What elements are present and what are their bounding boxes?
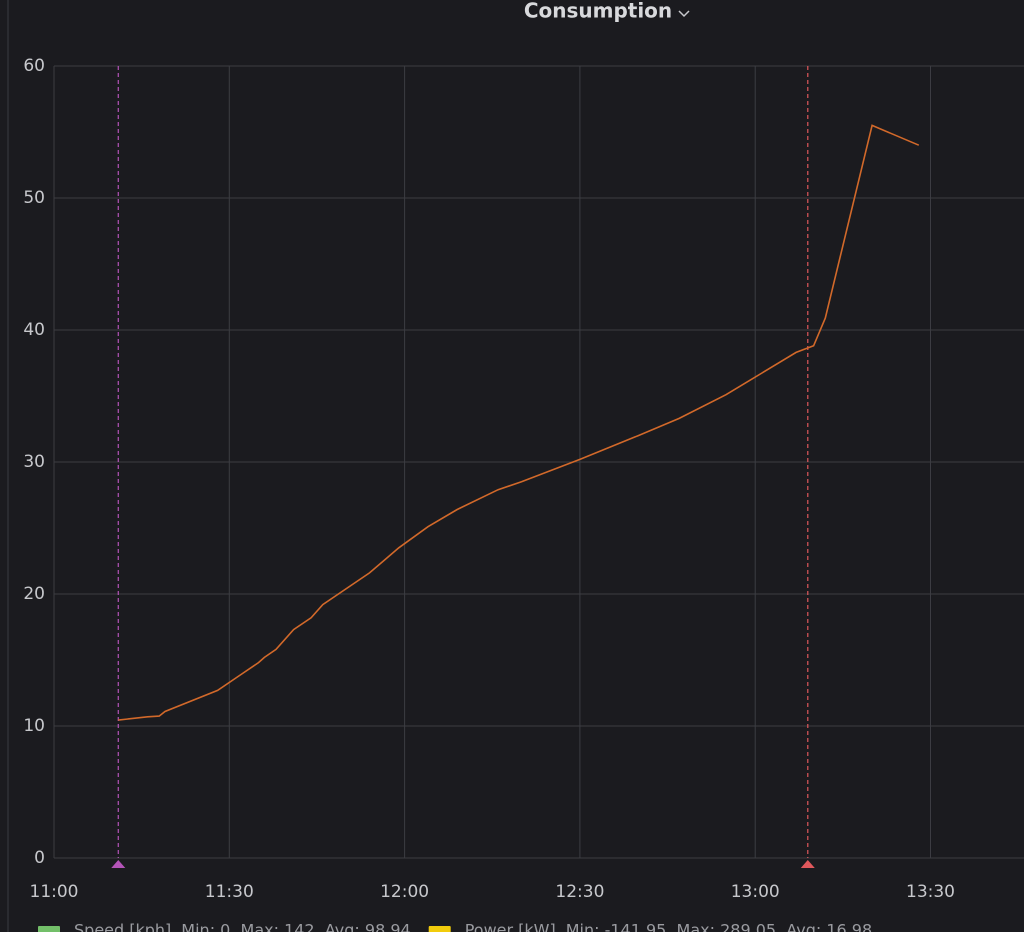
title-chevron[interactable] xyxy=(678,10,690,18)
legend-name: Speed [kph] xyxy=(74,921,171,932)
x-tick-label: 12:30 xyxy=(555,882,604,902)
x-tick-label: 11:30 xyxy=(205,882,254,902)
annotation-marker xyxy=(111,860,126,868)
x-tick-label: 13:00 xyxy=(731,882,780,902)
legend-swatch xyxy=(38,926,60,932)
y-tick-label: 50 xyxy=(23,188,45,208)
legend-swatch xyxy=(428,926,451,932)
x-tick-label: 11:00 xyxy=(30,882,79,902)
annotation-marker xyxy=(800,860,815,868)
y-tick-label: 60 xyxy=(23,56,45,76)
y-tick-label: 20 xyxy=(23,584,45,604)
series-line xyxy=(118,124,920,721)
y-tick-label: 0 xyxy=(34,848,45,868)
y-tick-label: 30 xyxy=(23,452,45,472)
legend-name: Power [kW] xyxy=(465,921,556,932)
y-tick-label: 40 xyxy=(23,320,45,340)
x-tick-label: 12:00 xyxy=(380,882,429,902)
x-tick-label: 13:30 xyxy=(906,882,955,902)
legend-stats: Min: -141.95 Max: 289.05 Avg: 16.98 xyxy=(566,921,872,932)
legend-stats: Min: 0 Max: 142 Avg: 98.94 xyxy=(181,921,410,932)
y-tick-label: 10 xyxy=(23,716,45,736)
chart-title[interactable]: Consumption xyxy=(524,0,672,23)
